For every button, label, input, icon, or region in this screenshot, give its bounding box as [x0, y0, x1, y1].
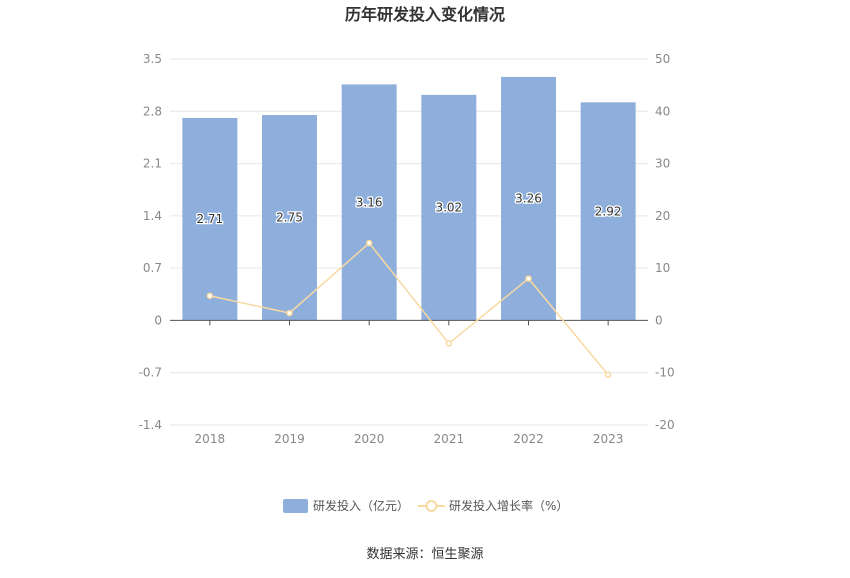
line-path — [209, 241, 609, 376]
left-tick-label: -0.7 — [139, 366, 162, 380]
left-tick-label: -1.4 — [139, 418, 162, 432]
line-series — [206, 239, 612, 379]
chart-title: 历年研发投入变化情况 — [345, 5, 505, 24]
bar-data-label: 3.16 — [356, 195, 383, 209]
legend-bar-label[interactable]: 研发投入（亿元） — [313, 498, 409, 513]
legend-line-marker[interactable] — [425, 500, 438, 512]
line-point — [286, 309, 293, 317]
x-tick-label: 2022 — [513, 432, 544, 446]
bar — [182, 118, 238, 321]
source-note: 数据来源：恒生聚源 — [366, 547, 483, 562]
left-tick-label: 2.8 — [143, 104, 162, 118]
bar — [262, 115, 317, 321]
right-tick-label: 20 — [655, 209, 670, 223]
line-point — [604, 371, 612, 379]
left-tick-label: 0 — [154, 313, 162, 327]
right-tick-label: 40 — [655, 104, 670, 118]
right-tick-label: 10 — [655, 261, 670, 275]
bar-data-labels: 2.71 2.75 3.16 3.02 3.26 2.92 — [195, 190, 623, 227]
bar — [580, 102, 636, 321]
bar-series — [182, 76, 636, 321]
right-tick-label: -10 — [655, 366, 675, 380]
legend-bar-swatch[interactable] — [283, 499, 308, 513]
legend-line-label[interactable]: 研发投入增长率（%） — [449, 498, 568, 513]
legend: 研发投入（亿元） 研发投入增长率（%） — [283, 498, 568, 513]
bar — [421, 94, 477, 321]
left-axis-ticks: 3.5 2.8 2.1 1.4 0.7 0 -0.7 -1.4 — [139, 52, 162, 432]
right-tick-label: 30 — [655, 157, 670, 171]
x-tick-label: 2023 — [593, 432, 624, 446]
x-axis-ticks: 2018 2019 2020 2021 2022 2023 — [195, 432, 624, 446]
bar-data-label: 3.26 — [515, 192, 542, 206]
bar-data-label: 3.02 — [435, 201, 462, 215]
bar-data-label: 2.92 — [595, 204, 622, 218]
bar — [341, 84, 397, 321]
right-tick-label: 0 — [655, 313, 663, 327]
right-axis-ticks: 50 40 30 20 10 0 -10 -20 — [655, 52, 675, 432]
bar-data-label: 2.75 — [276, 211, 303, 225]
right-tick-label: 50 — [655, 52, 670, 66]
line-point — [365, 239, 373, 247]
line-point — [206, 292, 214, 300]
grid-lines — [170, 58, 648, 426]
right-tick-label: -20 — [655, 418, 675, 432]
x-tick-label: 2021 — [434, 432, 465, 446]
x-axis — [170, 319, 648, 326]
x-tick-label: 2018 — [195, 432, 226, 446]
left-tick-label: 0.7 — [143, 261, 162, 275]
x-tick-label: 2020 — [354, 432, 385, 446]
x-tick-label: 2019 — [274, 432, 305, 446]
line-point — [445, 340, 453, 347]
left-tick-label: 1.4 — [143, 209, 162, 223]
bar-data-label: 2.71 — [196, 212, 223, 226]
left-tick-label: 3.5 — [143, 52, 162, 66]
left-tick-label: 2.1 — [143, 157, 162, 171]
line-point — [525, 275, 532, 282]
